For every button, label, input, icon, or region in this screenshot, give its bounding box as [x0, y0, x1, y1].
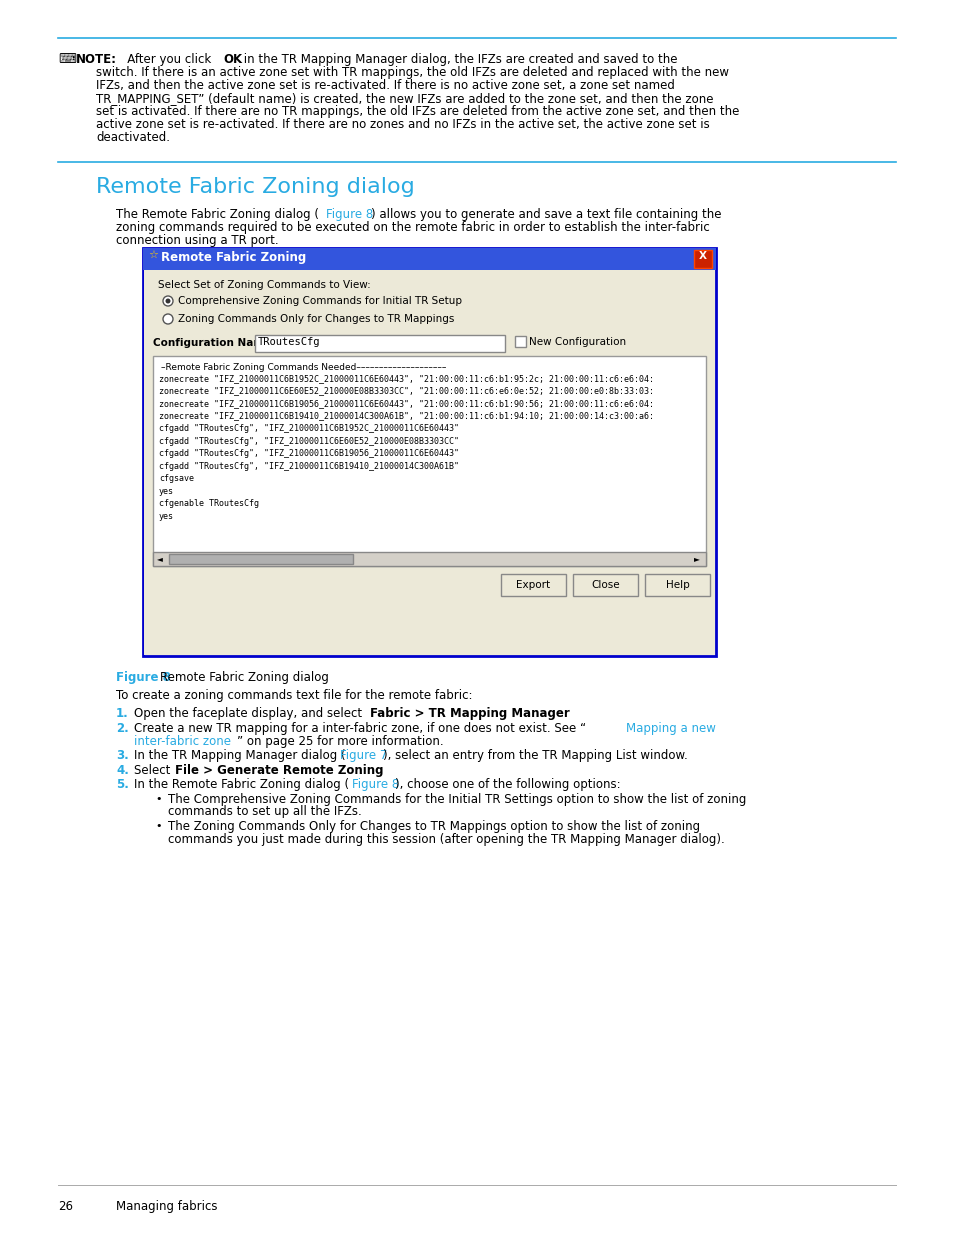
- Text: ) allows you to generate and save a text file containing the: ) allows you to generate and save a text…: [371, 207, 720, 221]
- Bar: [515, 336, 525, 347]
- Text: TRoutesCfg: TRoutesCfg: [257, 337, 320, 347]
- Bar: [152, 552, 705, 566]
- Text: Close: Close: [591, 580, 619, 590]
- Circle shape: [165, 299, 171, 304]
- Text: 3.: 3.: [116, 748, 129, 762]
- Text: yes: yes: [159, 487, 173, 495]
- Text: OK: OK: [223, 53, 242, 65]
- Text: TR_MAPPING_SET” (default name) is created, the new IFZs are added to the zone se: TR_MAPPING_SET” (default name) is create…: [96, 91, 713, 105]
- Bar: [143, 248, 716, 270]
- Text: .: .: [540, 706, 544, 720]
- Text: Help: Help: [665, 580, 689, 590]
- Text: ⌨: ⌨: [58, 53, 76, 65]
- Text: active zone set is re-activated. If there are no zones and no IFZs in the active: active zone set is re-activated. If ther…: [96, 119, 709, 131]
- Bar: [500, 574, 565, 597]
- Text: connection using a TR port.: connection using a TR port.: [116, 233, 278, 247]
- Text: commands you just made during this session (after opening the TR Mapping Manager: commands you just made during this sessi…: [168, 832, 724, 846]
- Text: Figure 7: Figure 7: [339, 748, 387, 762]
- Text: Open the faceplate display, and select: Open the faceplate display, and select: [133, 706, 366, 720]
- Text: To create a zoning commands text file for the remote fabric:: To create a zoning commands text file fo…: [116, 689, 472, 701]
- Text: •: •: [154, 794, 161, 804]
- Text: .: .: [358, 763, 362, 777]
- Text: zoning commands required to be executed on the remote fabric in order to establi: zoning commands required to be executed …: [116, 221, 709, 233]
- Text: cfgadd "TRoutesCfg", "IFZ_21000011C6B1952C_21000011C6E60443": cfgadd "TRoutesCfg", "IFZ_21000011C6B195…: [159, 424, 458, 433]
- Text: New Configuration: New Configuration: [529, 337, 625, 347]
- Bar: [644, 574, 709, 597]
- Text: ►: ►: [693, 555, 700, 563]
- Text: zonecreate "IFZ_21000011C6B19056_21000011C6E60443", "21:00:00:11:c6:b1:90:56; 21: zonecreate "IFZ_21000011C6B19056_2100001…: [159, 399, 654, 408]
- Text: 26: 26: [58, 1200, 73, 1213]
- Text: 5.: 5.: [116, 778, 129, 790]
- Text: Figure 8: Figure 8: [352, 778, 399, 790]
- Text: After you click: After you click: [116, 53, 214, 65]
- Text: 2.: 2.: [116, 721, 129, 735]
- Text: zonecreate "IFZ_21000011C6E60E52_210000E08B3303CC", "21:00:00:11:c6:e6:0e:52; 21: zonecreate "IFZ_21000011C6E60E52_210000E…: [159, 387, 654, 395]
- Text: ), choose one of the following options:: ), choose one of the following options:: [395, 778, 620, 790]
- Bar: [254, 335, 504, 352]
- Text: Select Set of Zoning Commands to View:: Select Set of Zoning Commands to View:: [158, 280, 371, 290]
- Bar: [573, 574, 638, 597]
- Text: inter-fabric zone: inter-fabric zone: [133, 735, 231, 747]
- Text: Remote Fabric Zoning dialog: Remote Fabric Zoning dialog: [160, 671, 329, 684]
- Text: switch. If there is an active zone set with TR mappings, the old IFZs are delete: switch. If there is an active zone set w…: [96, 65, 728, 79]
- Text: Remote Fabric Zoning: Remote Fabric Zoning: [161, 251, 306, 264]
- Text: ☆: ☆: [148, 249, 158, 261]
- Text: Configuration Name:: Configuration Name:: [152, 338, 275, 348]
- Text: Figure 8: Figure 8: [116, 671, 171, 684]
- Text: yes: yes: [159, 511, 173, 520]
- Text: IFZs, and then the active zone set is re-activated. If there is no active zone s: IFZs, and then the active zone set is re…: [96, 79, 674, 91]
- Text: Remote Fabric Zoning dialog: Remote Fabric Zoning dialog: [96, 177, 415, 198]
- Text: cfgadd "TRoutesCfg", "IFZ_21000011C6B19410_21000014C300A61B": cfgadd "TRoutesCfg", "IFZ_21000011C6B194…: [159, 462, 458, 471]
- Text: Create a new TR mapping for a inter-fabric zone, if one does not exist. See “: Create a new TR mapping for a inter-fabr…: [133, 721, 585, 735]
- Text: cfgenable TRoutesCfg: cfgenable TRoutesCfg: [159, 499, 258, 508]
- Text: set is activated. If there are no TR mappings, the old IFZs are deleted from the: set is activated. If there are no TR map…: [96, 105, 739, 119]
- Bar: [143, 248, 716, 656]
- Text: Export: Export: [516, 580, 550, 590]
- Text: zonecreate "IFZ_21000011C6B19410_21000014C300A61B", "21:00:00:11:c6:b1:94:10; 21: zonecreate "IFZ_21000011C6B19410_2100001…: [159, 411, 654, 420]
- Text: •: •: [154, 821, 161, 831]
- Text: –Remote Fabric Zoning Commands Needed––––––––––––––––––––: –Remote Fabric Zoning Commands Needed–––…: [161, 363, 446, 372]
- Text: Managing fabrics: Managing fabrics: [116, 1200, 217, 1213]
- Text: Zoning Commands Only for Changes to TR Mappings: Zoning Commands Only for Changes to TR M…: [178, 314, 454, 324]
- Text: Comprehensive Zoning Commands for Initial TR Setup: Comprehensive Zoning Commands for Initia…: [178, 296, 461, 306]
- Text: commands to set up all the IFZs.: commands to set up all the IFZs.: [168, 805, 361, 819]
- Text: Mapping a new: Mapping a new: [625, 721, 715, 735]
- Text: 4.: 4.: [116, 763, 129, 777]
- Text: The Comprehensive Zoning Commands for the Initial TR Settings option to show the: The Comprehensive Zoning Commands for th…: [168, 793, 745, 805]
- Text: Figure 8: Figure 8: [326, 207, 373, 221]
- Circle shape: [163, 296, 172, 306]
- Text: Select: Select: [133, 763, 174, 777]
- Text: in the TR Mapping Manager dialog, the IFZs are created and saved to the: in the TR Mapping Manager dialog, the IF…: [240, 53, 677, 65]
- Text: ), select an entry from the TR Mapping List window.: ), select an entry from the TR Mapping L…: [382, 748, 687, 762]
- Text: In the TR Mapping Manager dialog (: In the TR Mapping Manager dialog (: [133, 748, 345, 762]
- Bar: [693, 249, 711, 268]
- Bar: [152, 356, 705, 566]
- Bar: [144, 270, 714, 655]
- Text: 1.: 1.: [116, 706, 129, 720]
- Text: The Remote Fabric Zoning dialog (: The Remote Fabric Zoning dialog (: [116, 207, 318, 221]
- Text: NOTE:: NOTE:: [76, 53, 117, 65]
- Text: File > Generate Remote Zoning: File > Generate Remote Zoning: [174, 763, 383, 777]
- Text: zonecreate "IFZ_21000011C6B1952C_21000011C6E60443", "21:00:00:11:c6:b1:95:2c; 21: zonecreate "IFZ_21000011C6B1952C_2100001…: [159, 374, 654, 383]
- Text: ” on page 25 for more information.: ” on page 25 for more information.: [236, 735, 443, 747]
- Circle shape: [163, 314, 172, 324]
- Text: cfgsave: cfgsave: [159, 474, 193, 483]
- Text: deactivated.: deactivated.: [96, 131, 170, 144]
- Text: ◄: ◄: [157, 555, 163, 563]
- Bar: [169, 555, 353, 564]
- Text: cfgadd "TRoutesCfg", "IFZ_21000011C6E60E52_210000E08B3303CC": cfgadd "TRoutesCfg", "IFZ_21000011C6E60E…: [159, 436, 458, 446]
- Text: The Zoning Commands Only for Changes to TR Mappings option to show the list of z: The Zoning Commands Only for Changes to …: [168, 820, 700, 832]
- Text: X: X: [699, 251, 706, 261]
- Text: Fabric > TR Mapping Manager: Fabric > TR Mapping Manager: [370, 706, 569, 720]
- Text: cfgadd "TRoutesCfg", "IFZ_21000011C6B19056_21000011C6E60443": cfgadd "TRoutesCfg", "IFZ_21000011C6B190…: [159, 450, 458, 458]
- Text: In the Remote Fabric Zoning dialog (: In the Remote Fabric Zoning dialog (: [133, 778, 349, 790]
